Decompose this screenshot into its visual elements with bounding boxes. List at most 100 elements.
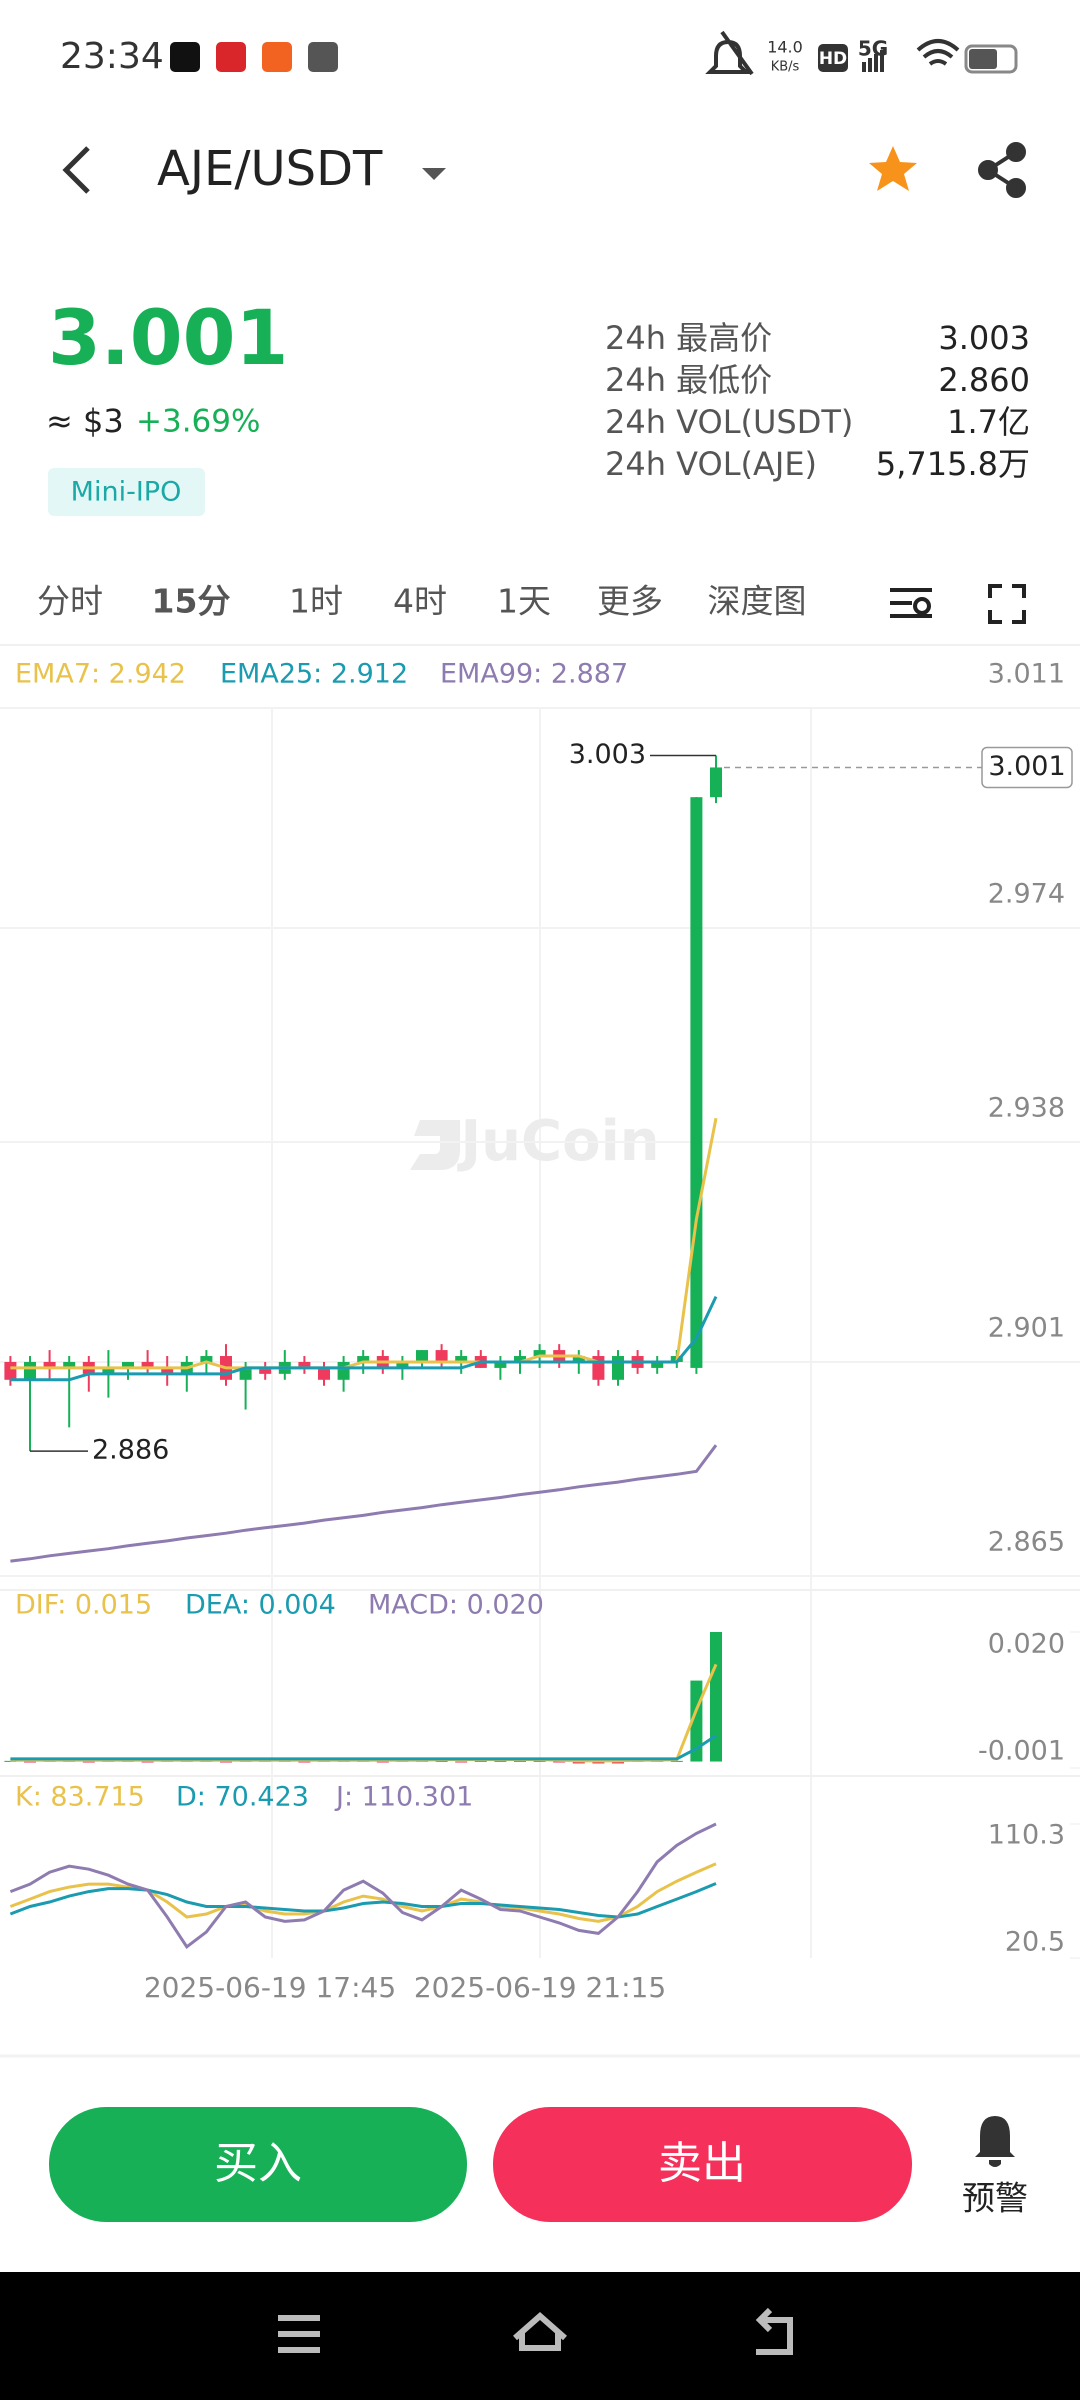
- hd-label: HD: [819, 49, 847, 69]
- candle-body: [259, 1367, 272, 1374]
- macd-legend: DEA: 0.004: [185, 1590, 336, 1621]
- price-change: +3.69%: [136, 404, 260, 440]
- battery: [964, 44, 1018, 74]
- pair-dropdown[interactable]: [422, 168, 446, 180]
- timeframe-tab[interactable]: 15分: [152, 582, 231, 621]
- timeframe-tab[interactable]: 分时: [37, 582, 103, 621]
- app-icon: [216, 42, 246, 72]
- net-speed: 14.0: [767, 38, 803, 57]
- timeframe-tab[interactable]: 4时: [393, 582, 447, 621]
- timeframe-tab[interactable]: 深度图: [708, 582, 807, 621]
- candle-body: [161, 1367, 174, 1374]
- settings-icon[interactable]: [890, 588, 932, 618]
- macd-legend: MACD: 0.020: [368, 1590, 544, 1621]
- indicator-line: [9, 1882, 717, 1919]
- macd-bar: [141, 1761, 154, 1763]
- y-tick-label: 2.865: [988, 1527, 1065, 1558]
- kline-chart: 3.011 2.974 2.938 2.901 2.865 EMA7: 2.942 EMA2…: [0, 659, 1080, 1959]
- ema-legend: EMA99: 2.887: [440, 659, 628, 690]
- candle-body: [690, 797, 703, 1368]
- candle-body: [24, 1361, 36, 1380]
- stat-label: 24h 最高价: [605, 319, 772, 357]
- buy-button[interactable]: [49, 2107, 467, 2222]
- macd-bar: [82, 1761, 95, 1763]
- stat-value: 1.7亿: [947, 403, 1030, 441]
- macd-bar: [710, 1632, 722, 1762]
- macd-bar: [455, 1761, 468, 1763]
- badge-bg: [48, 468, 205, 516]
- pair-title[interactable]: AJE/USDT: [157, 141, 383, 197]
- sell-button[interactable]: [493, 2107, 912, 2222]
- candle-body: [102, 1367, 115, 1374]
- candle-body: [416, 1350, 428, 1362]
- buy-label[interactable]: 买入: [214, 2138, 302, 2189]
- candle-body: [494, 1361, 507, 1368]
- last-price-box: [981, 746, 1073, 789]
- net-unit: KB/s: [771, 60, 800, 75]
- candle-body: [710, 767, 722, 798]
- stat-label: 24h VOL(USDT): [605, 403, 853, 441]
- macd-bar: [514, 1760, 526, 1762]
- stats: 24h 最高价 3.003 24h 最低价 2.860 24h VOL(USDT) 1.7…: [605, 319, 1030, 483]
- candle-body: [43, 1361, 56, 1368]
- candle-body: [572, 1356, 585, 1362]
- time-label: 2025-06-19 17:45: [144, 1971, 396, 2004]
- hd-badge: [818, 44, 848, 72]
- nav-icons[interactable]: [278, 2307, 793, 2355]
- alert-label[interactable]: 预警: [962, 2179, 1028, 2218]
- nav-bar: [0, 2272, 1080, 2400]
- macd-bar: [376, 1761, 389, 1763]
- mute-icon: [705, 30, 754, 76]
- candle-body: [63, 1361, 76, 1368]
- macd-bar: [435, 1760, 448, 1762]
- macd-bar: [533, 1760, 546, 1762]
- macd-tick-label: 0.020: [988, 1629, 1065, 1660]
- macd-bar: [24, 1761, 36, 1763]
- timeframe-tab[interactable]: 1天: [497, 582, 551, 621]
- macd-bar: [474, 1760, 487, 1762]
- candle-body: [533, 1350, 546, 1357]
- macd-bar: [553, 1761, 566, 1763]
- low-marker: 2.886: [92, 1435, 169, 1466]
- y-tick-label: 2.901: [988, 1312, 1065, 1343]
- sell-label[interactable]: 卖出: [658, 2138, 746, 2189]
- candle-body: [4, 1361, 17, 1380]
- ema-legend: EMA7: 2.942: [15, 659, 186, 690]
- indicator-line: [10, 1295, 718, 1382]
- candle-body: [612, 1356, 624, 1380]
- candle-body: [514, 1356, 526, 1362]
- last-price-tag: 3.001: [988, 751, 1065, 782]
- kdj-legend: D: 70.423: [176, 1782, 309, 1813]
- wifi-icon: [916, 39, 960, 66]
- candle-body: [337, 1361, 350, 1380]
- y-tick-label: 3.011: [988, 659, 1065, 690]
- high-marker: 3.003: [569, 739, 646, 770]
- candle-body: [298, 1361, 311, 1368]
- signal-icon: [862, 50, 884, 72]
- candle-body: [122, 1361, 134, 1368]
- macd-bar: [220, 1761, 232, 1763]
- back-button[interactable]: [62, 146, 90, 194]
- candle-body: [239, 1367, 252, 1380]
- watermark-logo: [410, 1120, 460, 1170]
- timeframe-tab[interactable]: 1时: [289, 582, 343, 621]
- macd-bar: [612, 1761, 624, 1764]
- macd-bar: [572, 1761, 585, 1764]
- alert-icon[interactable]: [975, 2116, 1015, 2167]
- y-tick-label: 2.974: [988, 878, 1065, 909]
- app-icon: [170, 42, 200, 72]
- stat-label: 24h 最低价: [605, 361, 772, 399]
- favorite-star[interactable]: [869, 146, 917, 191]
- candle-body: [651, 1361, 664, 1368]
- candle-body: [455, 1356, 468, 1362]
- macd-bar: [670, 1760, 683, 1762]
- status-time: 23:34: [60, 36, 164, 77]
- macd-bar: [592, 1761, 605, 1764]
- kdj-legend: K: 83.715: [15, 1782, 145, 1813]
- share-button[interactable]: [978, 142, 1026, 198]
- fullscreen-icon[interactable]: [988, 584, 1026, 624]
- timeframe-tab[interactable]: 更多: [597, 582, 663, 621]
- kdj-tick-label: 110.3: [988, 1820, 1065, 1851]
